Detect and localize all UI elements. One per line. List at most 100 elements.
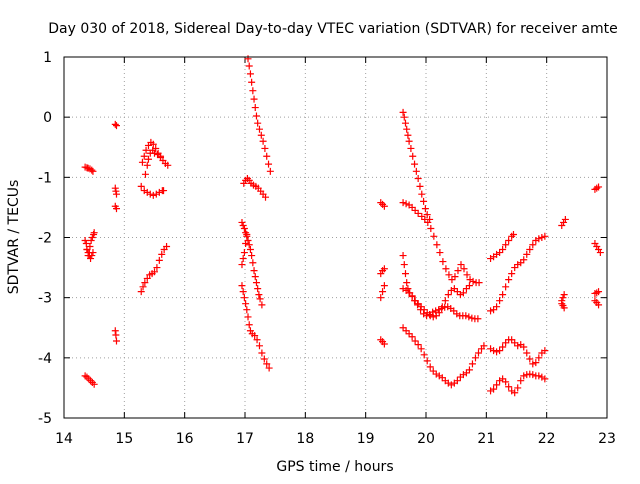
- data-point: [471, 354, 479, 362]
- data-point: [429, 367, 437, 375]
- data-point: [559, 294, 567, 302]
- x-tick-label: 22: [538, 431, 556, 447]
- data-point: [463, 271, 471, 279]
- data-point: [454, 267, 462, 275]
- data-point: [249, 259, 257, 267]
- data-point: [441, 297, 449, 305]
- data-point: [90, 229, 98, 237]
- data-point: [261, 144, 269, 152]
- x-tick-label: 15: [115, 431, 133, 447]
- data-point: [418, 212, 426, 220]
- data-point: [595, 301, 603, 309]
- plot-frame: [63, 56, 608, 419]
- data-point: [142, 146, 150, 154]
- data-point: [143, 161, 151, 169]
- data-point: [408, 203, 416, 211]
- data-point: [399, 252, 407, 260]
- data-point: [411, 297, 419, 305]
- data-point: [140, 152, 148, 160]
- data-point: [249, 87, 257, 95]
- data-point: [89, 249, 97, 257]
- data-point: [402, 200, 410, 208]
- data-point: [593, 289, 601, 297]
- data-point: [474, 315, 482, 323]
- data-point: [411, 206, 419, 214]
- data-point: [490, 306, 498, 314]
- data-point: [405, 137, 413, 145]
- data-point: [379, 288, 387, 296]
- data-point: [442, 265, 450, 273]
- data-point: [254, 119, 262, 127]
- data-point: [82, 240, 90, 248]
- data-point: [87, 255, 95, 263]
- data-point: [493, 381, 501, 389]
- data-point: [514, 342, 522, 350]
- data-point: [89, 167, 97, 175]
- x-tick-label: 19: [357, 431, 375, 447]
- data-point: [426, 363, 434, 371]
- data-point: [253, 336, 261, 344]
- data-point: [541, 347, 549, 355]
- data-point: [112, 190, 120, 198]
- data-point: [490, 347, 498, 355]
- data-point: [81, 237, 89, 245]
- data-point: [238, 261, 246, 269]
- data-point: [164, 161, 172, 169]
- data-point: [112, 187, 120, 195]
- data-point: [143, 274, 151, 282]
- data-point: [401, 119, 409, 127]
- data-point: [457, 261, 465, 269]
- data-point: [243, 230, 251, 238]
- data-point: [138, 158, 146, 166]
- data-point: [246, 70, 254, 78]
- data-point: [250, 267, 258, 275]
- data-point: [111, 184, 119, 192]
- data-point: [401, 270, 409, 278]
- data-point: [460, 265, 468, 273]
- data-point: [87, 237, 95, 245]
- data-point: [414, 175, 422, 183]
- data-point: [163, 243, 171, 251]
- data-point: [239, 221, 247, 229]
- x-tick-label: 17: [236, 431, 254, 447]
- data-point: [144, 155, 152, 163]
- data-point: [157, 152, 165, 160]
- data-point: [379, 200, 387, 208]
- data-point: [432, 312, 440, 320]
- data-point: [245, 321, 253, 329]
- data-point: [517, 259, 525, 267]
- y-tick-label: 1: [43, 50, 52, 66]
- y-tick-label: -4: [38, 351, 52, 367]
- data-point: [137, 288, 145, 296]
- data-point: [400, 261, 408, 269]
- data-point: [420, 351, 428, 359]
- data-point: [429, 313, 437, 321]
- data-point: [496, 347, 504, 355]
- data-point: [402, 327, 410, 335]
- data-point: [87, 377, 95, 385]
- data-point: [405, 289, 413, 297]
- axes: 14 15 16 17 18 19 20 21 22 23 -5 -4 -3 -2 -1 0 1: [38, 50, 616, 447]
- data-point: [149, 191, 157, 199]
- data-point: [242, 300, 250, 308]
- data-point: [243, 175, 251, 183]
- data-point: [541, 375, 549, 383]
- data-point: [399, 199, 407, 207]
- data-point: [529, 241, 537, 249]
- data-point: [420, 306, 428, 314]
- data-point: [112, 331, 120, 339]
- data-point: [444, 291, 452, 299]
- data-point: [429, 308, 437, 316]
- data-point: [526, 246, 534, 254]
- data-point: [427, 224, 435, 232]
- data-point: [251, 332, 259, 340]
- data-point: [248, 78, 256, 86]
- data-point: [86, 243, 94, 251]
- data-point: [487, 307, 495, 315]
- data-point: [240, 294, 248, 302]
- data-point: [153, 264, 161, 272]
- data-point: [251, 104, 259, 112]
- data-point: [245, 62, 253, 70]
